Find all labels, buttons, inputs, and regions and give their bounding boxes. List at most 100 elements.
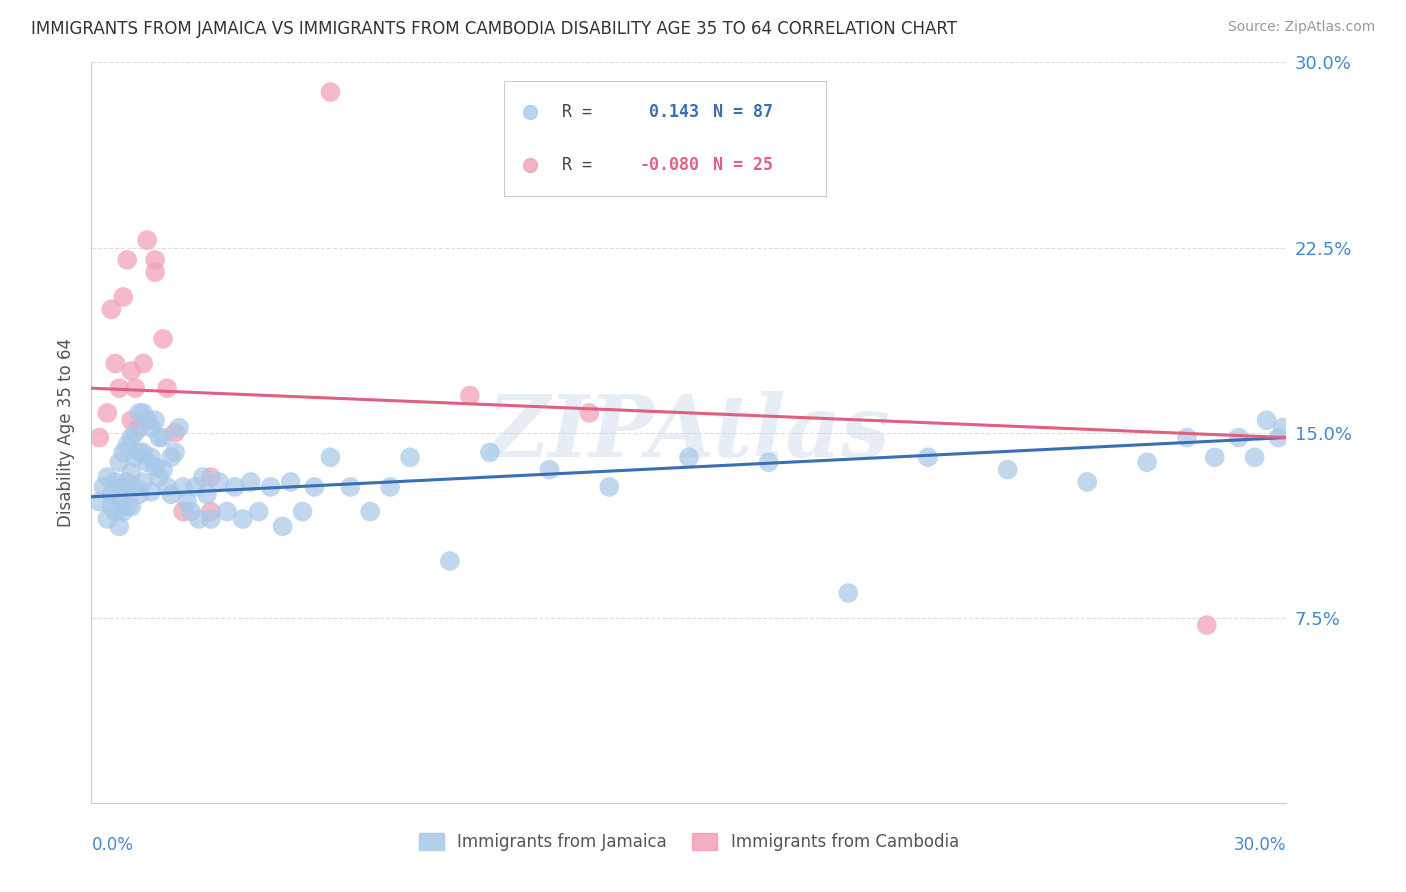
Point: [124, 381, 146, 395]
Point: [120, 465, 142, 479]
Point: [678, 450, 700, 465]
Point: [538, 462, 561, 476]
Point: [124, 480, 146, 494]
Point: [136, 413, 159, 427]
Point: [167, 420, 190, 434]
Point: [259, 480, 281, 494]
Point: [148, 470, 170, 484]
Point: [188, 512, 211, 526]
Point: [128, 420, 150, 434]
Point: [176, 494, 198, 508]
Point: [108, 455, 131, 469]
Point: [172, 505, 194, 519]
Point: [439, 554, 461, 568]
Point: [339, 480, 361, 494]
Point: [1271, 420, 1294, 434]
Point: [191, 470, 214, 484]
Point: [143, 413, 166, 427]
Point: [399, 450, 422, 465]
Point: [143, 252, 166, 267]
Point: [271, 519, 294, 533]
Point: [115, 475, 138, 489]
Point: [478, 445, 501, 459]
Point: [758, 455, 780, 469]
Point: [143, 460, 166, 475]
Text: 0.0%: 0.0%: [91, 836, 134, 855]
Point: [124, 425, 146, 440]
Point: [132, 406, 155, 420]
Point: [141, 420, 162, 434]
Point: [247, 505, 270, 519]
Point: [1076, 475, 1098, 489]
Point: [132, 445, 155, 459]
Point: [108, 381, 131, 395]
Point: [93, 480, 115, 494]
Point: [148, 431, 170, 445]
Point: [1267, 431, 1289, 445]
Point: [291, 505, 314, 519]
Point: [359, 505, 381, 519]
Point: [200, 505, 222, 519]
Point: [136, 455, 159, 469]
Point: [224, 480, 246, 494]
Point: [104, 505, 127, 519]
Point: [104, 475, 127, 489]
Point: [172, 480, 194, 494]
Legend: Immigrants from Jamaica, Immigrants from Cambodia: Immigrants from Jamaica, Immigrants from…: [412, 826, 966, 857]
Point: [200, 512, 222, 526]
Point: [304, 480, 326, 494]
Point: [96, 470, 118, 484]
Point: [160, 487, 183, 501]
Point: [1136, 455, 1159, 469]
Point: [917, 450, 939, 465]
Point: [208, 475, 231, 489]
Point: [160, 450, 183, 465]
Point: [156, 381, 179, 395]
Point: [128, 487, 150, 501]
Point: [378, 480, 402, 494]
Point: [837, 586, 859, 600]
Point: [112, 480, 135, 494]
Point: [120, 500, 142, 514]
Point: [100, 500, 122, 514]
Point: [458, 388, 481, 402]
Point: [184, 480, 207, 494]
Text: IMMIGRANTS FROM JAMAICA VS IMMIGRANTS FROM CAMBODIA DISABILITY AGE 35 TO 64 CORR: IMMIGRANTS FROM JAMAICA VS IMMIGRANTS FR…: [31, 20, 957, 37]
Point: [141, 484, 162, 499]
Point: [997, 462, 1019, 476]
Point: [120, 413, 142, 427]
Text: Source: ZipAtlas.com: Source: ZipAtlas.com: [1227, 20, 1375, 34]
Point: [152, 462, 174, 476]
Point: [96, 512, 118, 526]
Point: [120, 364, 142, 378]
Point: [89, 431, 111, 445]
Point: [195, 487, 218, 501]
Point: [156, 480, 179, 494]
Point: [128, 445, 150, 459]
Point: [1227, 431, 1250, 445]
Point: [115, 438, 138, 452]
Point: [112, 505, 135, 519]
Point: [136, 233, 159, 247]
Point: [120, 431, 142, 445]
Point: [112, 445, 135, 459]
Point: [319, 85, 342, 99]
Point: [108, 490, 131, 504]
Point: [104, 357, 127, 371]
Point: [141, 450, 162, 465]
Point: [96, 406, 118, 420]
Point: [1243, 450, 1265, 465]
Point: [215, 505, 238, 519]
Point: [319, 450, 342, 465]
Point: [163, 445, 186, 459]
Y-axis label: Disability Age 35 to 64: Disability Age 35 to 64: [58, 338, 76, 527]
Point: [152, 431, 174, 445]
Point: [132, 357, 155, 371]
Text: ZIPAtlas: ZIPAtlas: [486, 391, 891, 475]
Text: 30.0%: 30.0%: [1234, 836, 1286, 855]
Point: [163, 425, 186, 440]
Point: [128, 406, 150, 420]
Point: [89, 494, 111, 508]
Point: [132, 475, 155, 489]
Point: [1256, 413, 1278, 427]
